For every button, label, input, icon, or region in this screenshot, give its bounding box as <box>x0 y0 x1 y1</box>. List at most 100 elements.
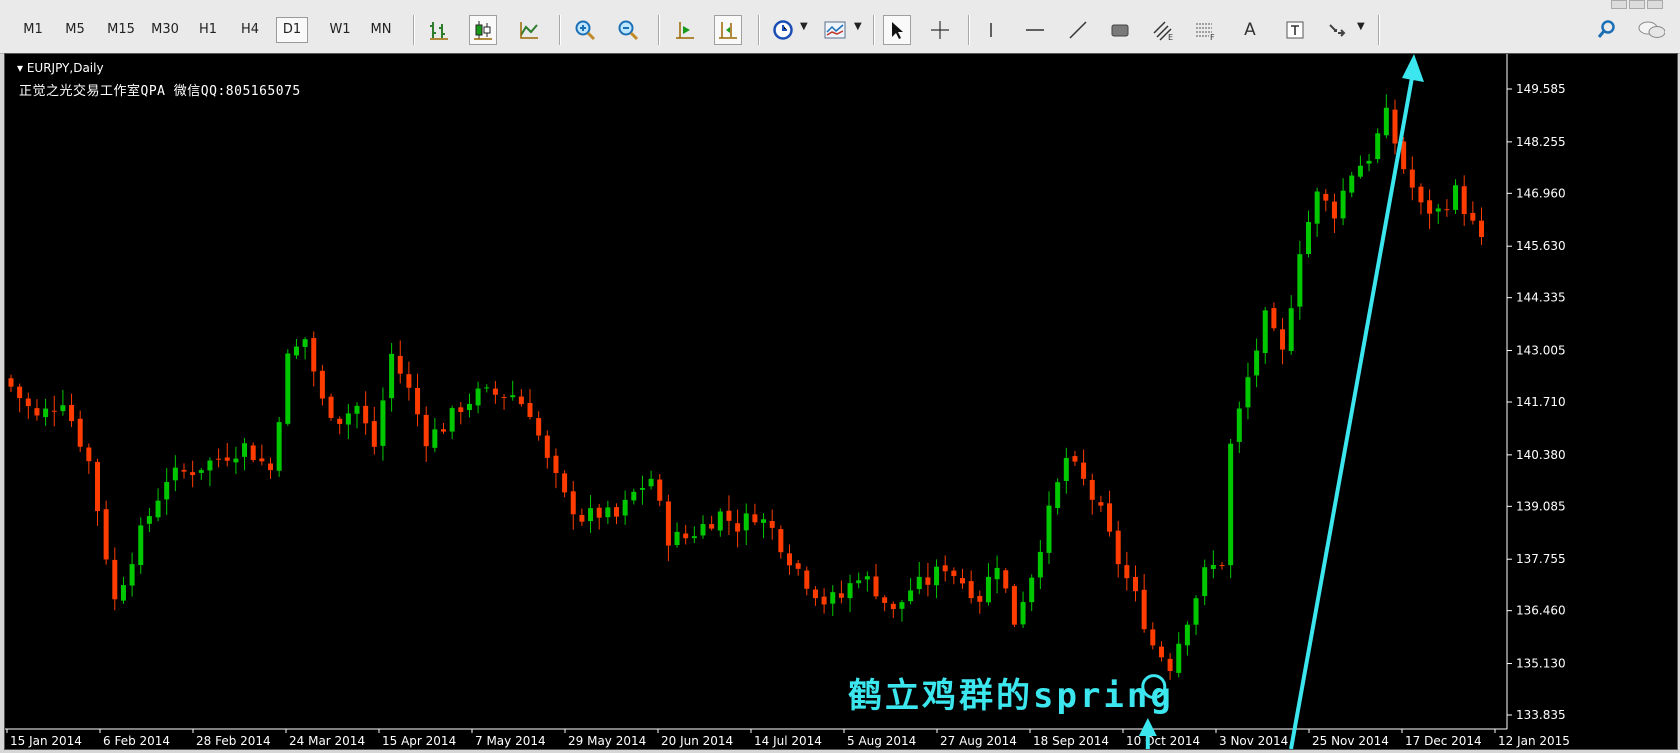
candle <box>319 365 325 406</box>
candle <box>1167 653 1173 680</box>
candle <box>1245 362 1251 420</box>
candle-body <box>882 597 888 603</box>
timeframe-m15[interactable]: M15 <box>107 22 135 37</box>
candle-body <box>899 602 905 609</box>
candle <box>960 568 965 589</box>
candle <box>570 481 576 530</box>
candle <box>605 500 611 524</box>
candle <box>821 588 827 614</box>
candle <box>1331 193 1337 233</box>
price-tick-label: 136.460 <box>1516 604 1566 618</box>
maximize-button[interactable] <box>1629 0 1645 9</box>
crosshair-icon[interactable] <box>926 15 954 45</box>
trend-line-icon[interactable] <box>1064 15 1092 45</box>
candle-body <box>302 339 308 347</box>
equidistant-channel-icon[interactable]: E <box>1149 15 1177 45</box>
candle <box>1453 179 1459 215</box>
price-tick-label: 139.085 <box>1516 499 1566 513</box>
chart-window[interactable]: 149.585 148.255 146.960 145.630 144.335 143.0… <box>4 53 1678 750</box>
timeframe-m5[interactable]: M5 <box>65 22 85 37</box>
candle <box>812 586 818 606</box>
chart-shift-icon[interactable] <box>714 15 742 45</box>
candle-body <box>821 596 827 605</box>
candle-body <box>518 396 524 405</box>
text-label-icon[interactable] <box>1281 15 1309 45</box>
candle-body <box>605 507 611 518</box>
minimize-button[interactable] <box>1611 0 1627 9</box>
candle <box>510 380 516 401</box>
timeframe-m30[interactable]: M30 <box>151 22 179 37</box>
candle-body <box>812 589 818 599</box>
timeframe-mn[interactable]: MN <box>370 22 392 37</box>
vertical-line-icon[interactable] <box>977 15 1005 45</box>
candle-body <box>1366 160 1372 164</box>
time-tick-label: 29 May 2014 <box>568 734 646 748</box>
candle-body <box>735 523 741 532</box>
candle <box>181 463 187 479</box>
candle <box>553 448 559 489</box>
timeframe-h1[interactable]: H1 <box>198 22 218 37</box>
candle-body <box>1375 133 1381 160</box>
candle <box>432 417 438 453</box>
candle-body <box>1297 254 1303 307</box>
line-chart-icon[interactable] <box>515 15 543 45</box>
candle-body <box>250 445 256 460</box>
close-button[interactable] <box>1647 0 1663 9</box>
candle <box>1392 99 1398 155</box>
candle <box>86 443 92 474</box>
candle-body <box>181 469 187 472</box>
candle-body <box>700 524 706 536</box>
indicators-icon[interactable] <box>821 15 849 45</box>
rectangle-icon[interactable] <box>1106 15 1134 45</box>
fibonacci-icon[interactable]: F <box>1191 15 1219 45</box>
time-tick-label: 7 May 2014 <box>475 734 546 748</box>
candle-body <box>1401 141 1407 170</box>
search-icon[interactable] <box>1593 15 1621 45</box>
horizontal-line-icon[interactable] <box>1021 15 1049 45</box>
chart-toolbar: M1 M5 M15 M30 H1 H4 D1 W1 MN ▼ ▼ <box>0 0 1680 54</box>
chevron-down-icon[interactable]: ▼ <box>1357 21 1365 32</box>
candle-body <box>553 455 559 473</box>
auto-scroll-icon[interactable] <box>671 15 699 45</box>
timeframe-d1[interactable]: D1 <box>276 17 308 43</box>
candle <box>172 455 178 492</box>
zoom-in-icon[interactable] <box>571 15 599 45</box>
candle <box>1150 622 1156 650</box>
candle-body <box>1228 443 1234 566</box>
candle-body <box>363 405 369 424</box>
candle <box>475 381 481 414</box>
cursor-icon[interactable] <box>883 15 911 45</box>
candle-body <box>1349 175 1355 193</box>
candle <box>1029 574 1035 612</box>
candle <box>838 580 844 604</box>
candlestick-chart-icon[interactable] <box>469 15 497 45</box>
zoom-out-icon[interactable] <box>614 15 642 45</box>
candle <box>864 571 870 592</box>
timeframe-h4[interactable]: H4 <box>240 22 260 37</box>
candle <box>1254 338 1260 388</box>
candle <box>769 509 775 540</box>
candle-body <box>1046 505 1052 553</box>
candle <box>441 422 446 434</box>
timeframe-m1[interactable]: M1 <box>23 22 43 37</box>
candle-body <box>345 413 351 425</box>
chevron-down-icon[interactable]: ▼ <box>800 21 808 32</box>
bar-chart-icon[interactable] <box>425 15 453 45</box>
candle <box>717 508 723 537</box>
chart-symbol-title[interactable]: ▾ EURJPY,Daily <box>17 61 104 75</box>
candle <box>1323 189 1329 212</box>
arrows-icon[interactable] <box>1323 15 1351 45</box>
text-icon[interactable]: A <box>1244 20 1256 40</box>
timeframe-w1[interactable]: W1 <box>329 22 351 37</box>
candle-body <box>43 408 49 418</box>
candle-body <box>596 507 602 518</box>
candle <box>1081 449 1087 486</box>
time-tick-label: 6 Feb 2014 <box>103 734 170 748</box>
chat-icon[interactable] <box>1637 15 1665 45</box>
time-tick-label: 15 Apr 2014 <box>382 734 456 748</box>
clock-periods-icon[interactable] <box>769 15 797 45</box>
price-chart[interactable]: 149.585 148.255 146.960 145.630 144.335 143.0… <box>5 54 1677 749</box>
candle-body <box>1115 530 1121 565</box>
chevron-down-icon[interactable]: ▼ <box>854 21 862 32</box>
candle <box>328 393 334 421</box>
